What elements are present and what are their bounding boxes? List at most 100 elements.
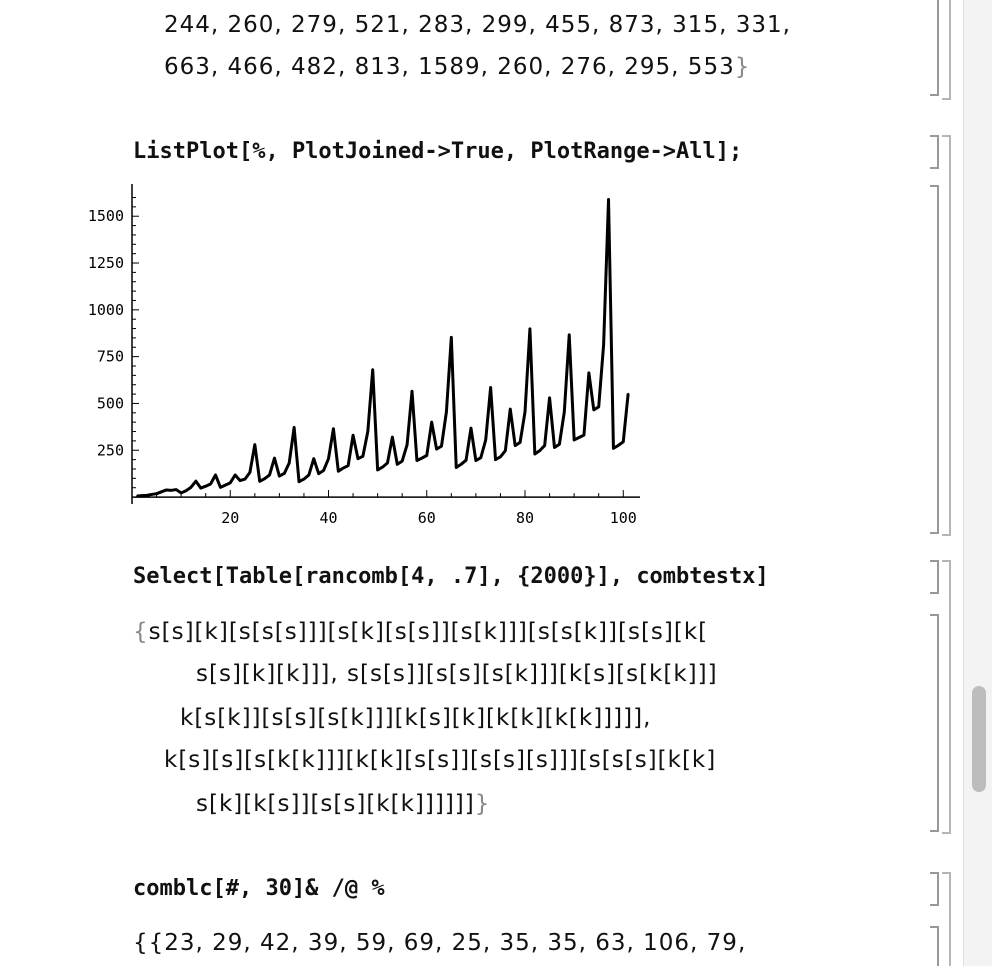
plot-data-point	[578, 436, 580, 439]
plot-data-point	[357, 457, 359, 460]
plot-data-point	[145, 494, 148, 497]
cell-bracket-group-4[interactable]	[942, 872, 951, 966]
plot-data-point	[229, 482, 232, 484]
plot-data-point	[504, 449, 507, 452]
plot-data-point	[337, 470, 340, 473]
cell-bracket-column	[920, 0, 960, 966]
plot-data-point	[421, 457, 423, 459]
comblc-input-cell[interactable]: comblc[#, 30]& /@ %	[133, 876, 385, 901]
previous-output-close-brace: }	[734, 54, 751, 80]
plot-data-point	[376, 469, 379, 471]
plot-data-point	[622, 441, 625, 443]
plot-data-point	[249, 471, 251, 474]
plot-data-point	[568, 334, 571, 336]
plot-data-point	[180, 492, 182, 494]
cell-bracket-select-output[interactable]	[930, 614, 939, 832]
plot-points	[136, 198, 629, 497]
plot-data-point	[455, 466, 458, 469]
plot-data-point	[607, 198, 610, 201]
plot-data-point	[391, 436, 394, 438]
plot-data-point	[170, 489, 173, 492]
select-output-text-5: s[k][k[s]][s[s][k[k]]]]]]	[196, 791, 475, 817]
cell-bracket-select-input[interactable]	[930, 560, 939, 594]
select-output-line-2: s[s][k][k]]], s[s[s]][s[s][s[k]]][k[s][s…	[196, 661, 718, 687]
plot-data-point	[425, 454, 428, 457]
plot-series-line	[136, 198, 630, 498]
select-output-line-3: k[s[k]][s[s][s[k]]][k[s][k][k[k][k[k]]]]…	[180, 705, 652, 731]
plot-data-point	[465, 459, 467, 461]
plot-data-point	[150, 493, 153, 496]
plot-data-point	[480, 456, 482, 459]
plot-data-point	[381, 466, 384, 468]
listplot-graphic[interactable]: 20 40 60 80 100 250 500 750 1000 1250 1500	[60, 180, 660, 530]
plot-data-point	[386, 462, 389, 464]
select-output-open-brace: {	[133, 619, 149, 645]
plot-axes	[131, 184, 640, 504]
plot-data-point	[563, 411, 566, 413]
select-input-cell[interactable]: Select[Table[rancomb[4, .7], {2000}], co…	[133, 564, 769, 589]
plot-data-point	[308, 474, 310, 476]
plot-data-point	[538, 449, 541, 452]
plot-data-point	[548, 397, 551, 399]
previous-output-line-1: 244, 260, 279, 521, 283, 299, 455, 873, …	[164, 12, 791, 38]
y-tick-label: 1000	[88, 301, 124, 319]
select-output-text-1: s[s][k][s[s[s]]][s[k][s[s]][s[k]]][s[s[k…	[148, 619, 709, 645]
plot-data-point	[553, 446, 556, 449]
plot-data-point	[592, 409, 595, 411]
cell-bracket-listplot-output[interactable]	[930, 185, 939, 534]
cell-bracket-group-1[interactable]	[942, 0, 951, 100]
cell-bracket-group-2[interactable]	[942, 135, 951, 536]
plot-data-point	[258, 480, 261, 483]
cell-bracket-group-3[interactable]	[942, 560, 951, 834]
plot-data-point	[411, 390, 413, 393]
vertical-scrollbar[interactable]	[963, 0, 992, 966]
comblc-output-line-1: {{23, 29, 42, 39, 59, 69, 25, 35, 35, 63…	[133, 930, 747, 956]
plot-data-point	[401, 460, 403, 462]
y-tick-label: 1250	[88, 254, 124, 272]
plot-data-point	[416, 459, 418, 462]
previous-output-line-2: 663, 466, 482, 813, 1589, 260, 276, 295,…	[164, 52, 750, 82]
listplot-input-cell[interactable]: ListPlot[%, PlotJoined->True, PlotRange-…	[133, 139, 743, 164]
plot-data-point	[612, 447, 615, 450]
plot-data-point	[224, 484, 227, 486]
plot-data-point	[347, 464, 349, 467]
plot-data-point	[239, 479, 241, 482]
plot-data-point	[524, 411, 526, 413]
plot-data-point	[396, 463, 399, 466]
x-tick-label: 60	[418, 509, 436, 527]
plot-data-point	[371, 368, 374, 371]
plot-data-point	[214, 474, 217, 476]
plot-data-point	[209, 483, 212, 485]
plot-data-point	[312, 457, 315, 460]
plot-data-point	[573, 439, 575, 441]
scrollbar-thumb[interactable]	[972, 686, 986, 792]
x-tick-label: 100	[610, 509, 637, 527]
cell-bracket-prev-output[interactable]	[930, 0, 939, 96]
plot-data-point	[204, 485, 207, 488]
plot-data-point	[543, 444, 546, 447]
select-output-line-4: k[s][s][s[k[k]]][k[k][s[s]][s[s][s]]][s[…	[164, 747, 717, 773]
plot-data-point	[244, 478, 246, 480]
plot-data-point	[175, 488, 178, 491]
plot-data-point	[588, 372, 590, 374]
plot-data-point	[460, 463, 462, 466]
select-output-line-5: s[k][k[s]][s[s][k[k]]]]]]}	[196, 789, 490, 819]
select-output-line-1: {s[s][k][s[s[s]]][s[k][s[s]][s[k]]][s[s[…	[133, 617, 708, 647]
plot-data-point	[440, 445, 443, 447]
cell-bracket-comblc-input[interactable]	[930, 872, 939, 906]
plot-data-point	[519, 441, 521, 444]
cell-bracket-comblc-output[interactable]	[930, 926, 939, 966]
plot-data-point	[367, 430, 369, 433]
plot-data-point	[283, 472, 286, 475]
plot-data-point	[352, 434, 354, 437]
plot-data-point	[322, 469, 325, 472]
plot-data-point	[514, 444, 516, 447]
plot-data-point	[484, 439, 487, 441]
x-tick-label: 40	[319, 509, 337, 527]
plot-data-point	[190, 486, 192, 489]
plot-data-point	[435, 448, 438, 450]
plot-data-point	[558, 443, 561, 446]
plot-data-point	[199, 487, 202, 489]
plot-data-point	[475, 459, 477, 462]
cell-bracket-listplot-input[interactable]	[930, 135, 939, 169]
